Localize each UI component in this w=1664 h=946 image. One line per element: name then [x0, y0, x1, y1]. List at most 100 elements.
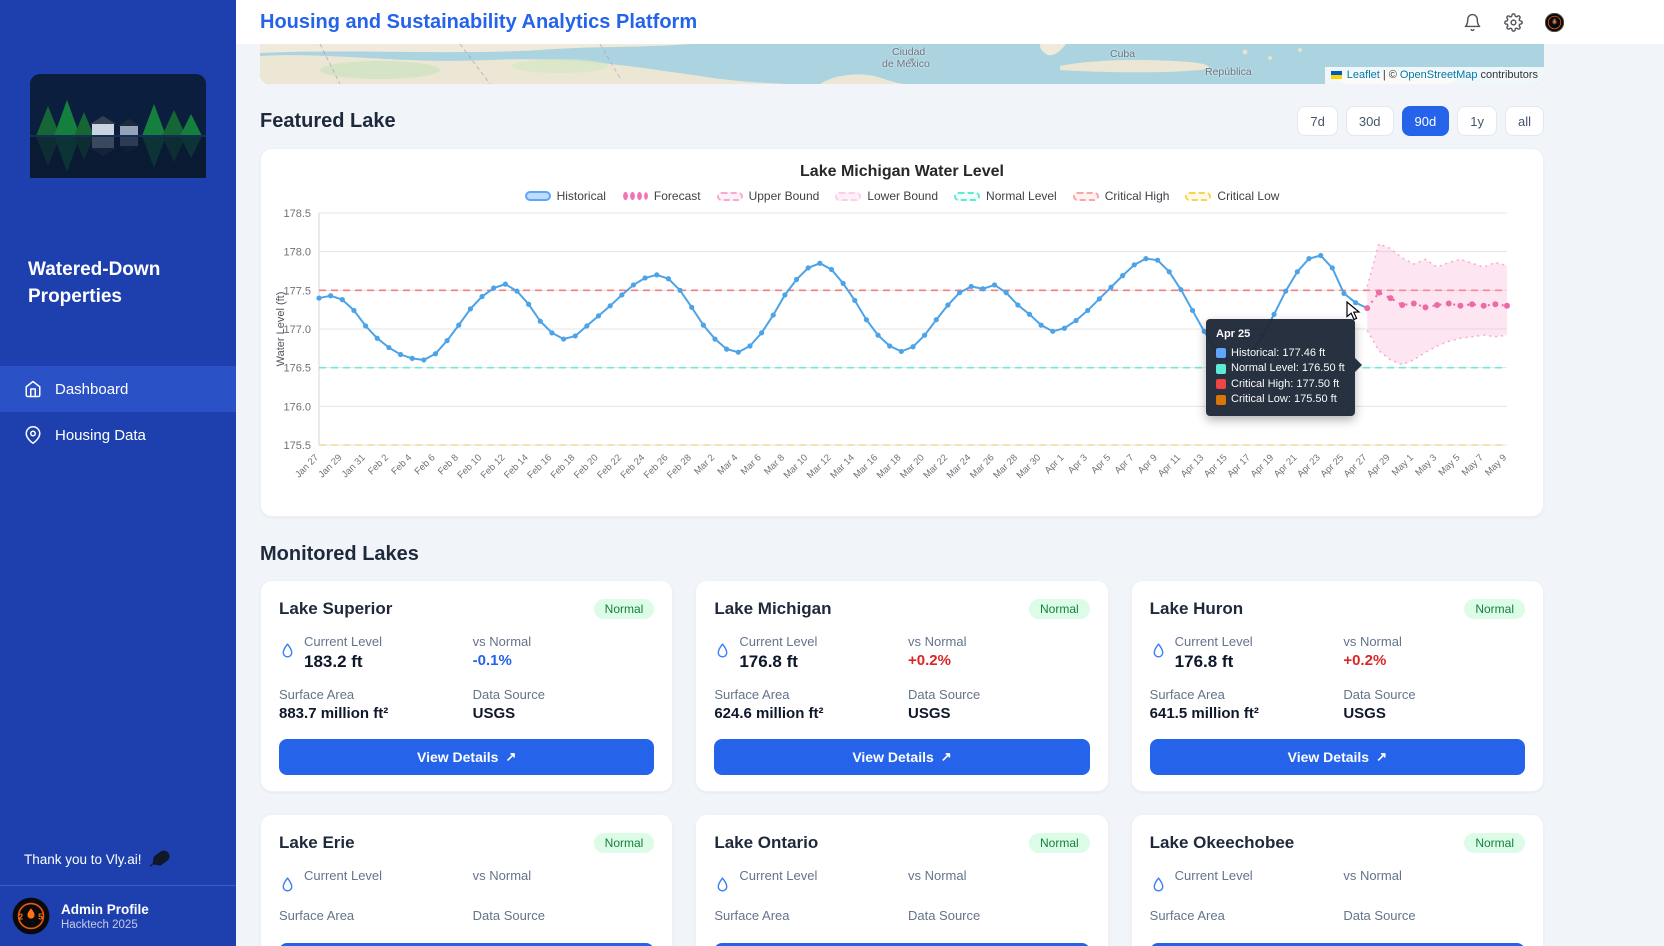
svg-text:Jan 29: Jan 29 — [316, 452, 344, 480]
lake-status-badge: Normal — [593, 833, 655, 853]
settings-button[interactable] — [1504, 12, 1523, 32]
legend-label: Forecast — [653, 189, 701, 203]
range-button-30d[interactable]: 30d — [1345, 106, 1394, 136]
droplet-icon — [282, 643, 293, 658]
home-icon — [25, 380, 41, 398]
sidebar-item-dashboard[interactable]: Dashboard — [0, 366, 236, 413]
svg-text:May 3: May 3 — [1413, 452, 1439, 478]
tooltip-text: Critical Low: 175.50 ft — [1231, 393, 1337, 405]
featured-lake-heading: Featured Lake — [260, 109, 396, 132]
svg-text:Apr 5: Apr 5 — [1089, 452, 1113, 476]
top-header: Housing and Sustainability Analytics Pla… — [236, 0, 1664, 44]
current-level-label: Current Level — [739, 868, 818, 883]
lake-card: Lake Ontario Normal Current Level vs Nor… — [695, 814, 1109, 946]
view-details-button[interactable]: View Details ↗ — [714, 943, 1090, 946]
svg-text:Jan 27: Jan 27 — [293, 452, 321, 480]
vs-normal-label: vs Normal — [907, 868, 967, 883]
sidebar-item-label: Dashboard — [55, 380, 129, 398]
sidebar-nav: Dashboard Housing Data — [0, 366, 236, 458]
main-area: Housing and Sustainability Analytics Pla… — [236, 0, 1664, 946]
view-details-label: View Details — [1287, 749, 1370, 765]
range-button-7d[interactable]: 7d — [1297, 106, 1338, 136]
current-level-value: 176.8 ft — [1174, 652, 1234, 671]
legend-label: Critical High — [1104, 189, 1170, 203]
feather-icon — [149, 850, 170, 867]
svg-text:Feb 24: Feb 24 — [619, 452, 648, 481]
user-avatar[interactable] — [1545, 12, 1564, 32]
chart-title: Lake Michigan Water Level — [800, 163, 1004, 180]
svg-text:176.0: 176.0 — [283, 401, 311, 413]
time-range-selector: 7d 30d 90d 1y all — [1297, 106, 1544, 136]
vs-normal-value: +0.2% — [1343, 652, 1387, 669]
legend-swatch — [1072, 191, 1099, 201]
tooltip-date: Apr 25 — [1216, 328, 1251, 340]
vs-normal-label: vs Normal — [1343, 634, 1402, 649]
droplet-icon — [1153, 643, 1164, 658]
droplet-icon — [1153, 877, 1164, 892]
svg-text:May 5: May 5 — [1436, 452, 1462, 478]
range-button-all[interactable]: all — [1504, 106, 1544, 136]
svg-text:Apr 23: Apr 23 — [1295, 452, 1323, 480]
svg-text:Apr 21: Apr 21 — [1272, 452, 1300, 480]
view-details-button[interactable]: View Details ↗ — [279, 739, 655, 775]
tooltip-text: Normal Level: 176.50 ft — [1231, 362, 1345, 374]
data-source-value: USGS — [1343, 705, 1386, 722]
svg-text:Apr 13: Apr 13 — [1179, 452, 1207, 480]
svg-text:178.5: 178.5 — [283, 208, 311, 220]
map[interactable]: Ciudad de México Cuba República Leaflet … — [260, 44, 1544, 84]
lake-name: Lake Huron — [1149, 599, 1244, 618]
view-details-button[interactable]: View Details ↗ — [1149, 739, 1525, 775]
view-details-button[interactable]: View Details ↗ — [1149, 943, 1525, 946]
view-details-label: View Details — [852, 749, 934, 765]
range-button-90d[interactable]: 90d — [1401, 106, 1450, 136]
svg-text:Apr 17: Apr 17 — [1225, 452, 1253, 480]
company-logo — [30, 74, 206, 183]
leaflet-link[interactable]: Leaflet — [1346, 69, 1380, 81]
svg-text:Feb 28: Feb 28 — [665, 452, 694, 481]
data-source-label: Data Source — [907, 908, 981, 923]
view-details-label: View Details — [416, 749, 499, 765]
svg-text:Mar 20: Mar 20 — [898, 452, 927, 481]
svg-text:Feb 12: Feb 12 — [479, 452, 508, 481]
water-level-chart[interactable]: 175.5 176.0 176.5 177.0 177.5 178.0 178.5 Water… — [271, 205, 1521, 507]
svg-text:5: 5 — [38, 912, 43, 922]
sidebar-item-housing-data[interactable]: Housing Data — [0, 412, 236, 458]
svg-text:177.5: 177.5 — [283, 285, 311, 297]
map-tiles — [260, 44, 1544, 84]
droplet-icon — [282, 877, 293, 892]
svg-text:Mar 4: Mar 4 — [715, 452, 740, 477]
svg-text:Mar 30: Mar 30 — [1015, 452, 1044, 481]
svg-text:Apr 27: Apr 27 — [1342, 452, 1370, 480]
vs-normal-label: vs Normal — [472, 868, 532, 883]
view-details-button[interactable]: View Details ↗ — [714, 739, 1090, 775]
lake-status-badge: Normal — [1464, 833, 1525, 853]
surface-area-value: 883.7 million ft² — [279, 705, 389, 722]
data-source-value: USGS — [472, 705, 516, 722]
current-level-label: Current Level — [1174, 634, 1253, 649]
lake-name: Lake Erie — [279, 833, 355, 852]
osm-link[interactable]: OpenStreetMap — [1399, 69, 1478, 81]
current-level-label: Current Level — [304, 868, 383, 883]
lake-card: Lake Erie Normal Current Level vs Normal… — [260, 814, 674, 946]
admin-profile[interactable]: 2 5 Admin Profile Hacktech 2025 — [0, 885, 236, 946]
svg-text:Feb 26: Feb 26 — [642, 452, 671, 481]
svg-text:178.0: 178.0 — [283, 247, 311, 259]
svg-text:Mar 26: Mar 26 — [968, 452, 997, 481]
view-details-button[interactable]: View Details ↗ — [279, 943, 655, 946]
data-source-value: USGS — [907, 705, 951, 722]
legend-swatch — [954, 191, 981, 201]
lakes-grid: Lake Superior Normal Current Level 183.2… — [260, 580, 1544, 946]
external-link-arrow-icon: ↗ — [940, 749, 952, 764]
current-level-value: 183.2 ft — [304, 652, 363, 671]
svg-text:Mar 6: Mar 6 — [739, 452, 764, 477]
svg-text:May 7: May 7 — [1460, 452, 1486, 478]
map-label-city: Ciudad — [892, 46, 926, 58]
range-button-1y[interactable]: 1y — [1457, 106, 1497, 136]
notifications-button[interactable] — [1463, 13, 1482, 32]
lake-name: Lake Michigan — [714, 599, 832, 618]
gear-icon — [1504, 12, 1523, 32]
lake-card: Lake Huron Normal Current Level 176.8 ft… — [1130, 580, 1544, 792]
svg-text:May 1: May 1 — [1390, 452, 1416, 478]
monitored-lakes-heading: Monitored Lakes — [260, 543, 419, 565]
tooltip-text: Critical High: 177.50 ft — [1231, 377, 1340, 390]
